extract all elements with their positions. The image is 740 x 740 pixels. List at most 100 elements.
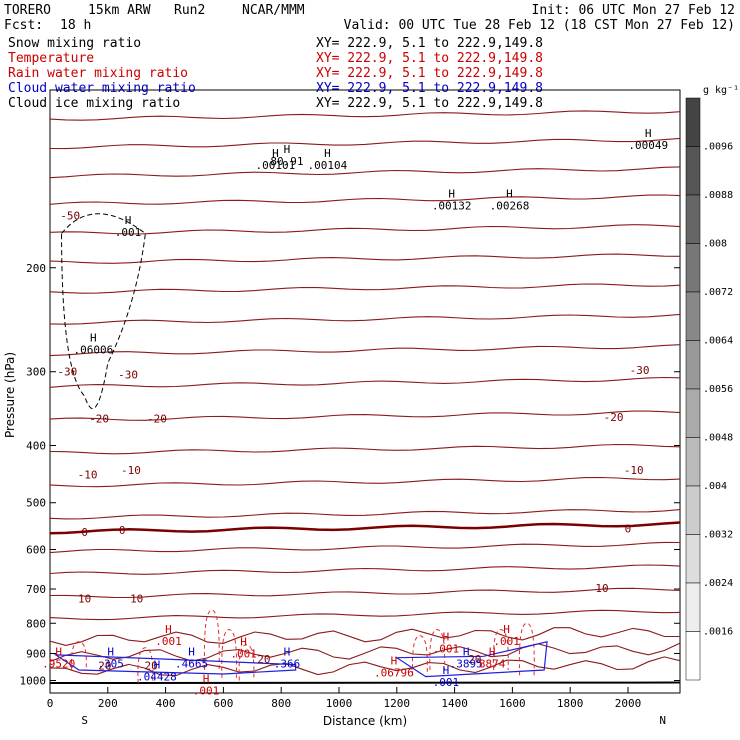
isotherm-line — [49, 376, 681, 388]
isotherm-label: 0 — [625, 523, 632, 536]
colorbar-swatch — [685, 582, 701, 632]
isotherm-line — [49, 194, 681, 205]
center-label: NCAR/MMM — [242, 3, 305, 18]
cloud-water-contour — [53, 641, 548, 678]
x-tick-label: 400 — [156, 697, 176, 710]
grid-label: 15km ARW — [88, 3, 151, 18]
max-value-label: .00132 — [432, 200, 472, 213]
isotherm-label: 20 — [468, 653, 481, 666]
x-tick-label: 0 — [47, 697, 54, 710]
colorbar-swatch — [685, 388, 701, 438]
isotherm-label: -10 — [78, 469, 98, 482]
colorbar-tick-label: .0064 — [703, 336, 733, 347]
isotherm-line — [49, 253, 681, 264]
legend-xy: XY= 222.9, 5.1 to 222.9,149.8 — [316, 81, 543, 96]
max-marker: H — [272, 147, 279, 160]
fcst-value: 18 h — [60, 18, 91, 33]
rain-contour — [221, 629, 238, 678]
colorbar-tick-label: .0096 — [703, 142, 733, 153]
axes: 0 200 400 600 800 1000 1200 1400 1600 1800 2000200… — [20, 262, 680, 727]
colorbar-swatch — [685, 340, 701, 390]
isotherm-label: -20 — [147, 412, 167, 425]
isotherm-label: 10 — [78, 593, 91, 606]
legend-xy: XY= 222.9, 5.1 to 222.9,149.8 — [316, 51, 543, 66]
x-end-label-south: S — [81, 714, 88, 727]
isotherm-label: -50 — [60, 209, 80, 222]
isotherm-line — [49, 410, 681, 421]
colorbar-tick-label: .0072 — [703, 287, 733, 298]
isotherm-line — [49, 627, 680, 646]
x-tick-label: 1800 — [557, 697, 584, 710]
isotherm-line — [49, 521, 681, 535]
max-value-label: .06796 — [374, 667, 414, 680]
isotherm-label: 10 — [130, 593, 143, 606]
y-axis-title: Pressure (hPa) — [3, 352, 17, 438]
isotherm-label: 20 — [98, 659, 111, 672]
max-value-label: .06006 — [73, 343, 113, 356]
y-tick-label: 500 — [26, 497, 46, 510]
colorbar-swatch — [685, 437, 701, 487]
legend-label: Rain water mixing ratio — [8, 66, 188, 81]
x-tick-label: 600 — [213, 697, 233, 710]
max-marker: H — [154, 659, 161, 672]
rain-contour — [203, 609, 220, 671]
isotherm-line — [49, 344, 681, 357]
legend-label: Cloud water mixing ratio — [8, 81, 196, 96]
legend-xy: XY= 222.9, 5.1 to 222.9,149.8 — [316, 66, 543, 81]
colorbar-tick-label: .0056 — [703, 384, 733, 395]
run-label: Run2 — [174, 3, 205, 18]
max-value-label: .00049 — [628, 139, 668, 152]
y-tick-label: 1000 — [20, 674, 47, 687]
y-tick-label: 800 — [26, 617, 46, 630]
colorbar-unit: g kg⁻¹ — [703, 85, 739, 96]
max-marker: H — [645, 127, 652, 140]
legend-xy: XY= 222.9, 5.1 to 222.9,149.8 — [316, 36, 543, 51]
rain-contour — [518, 622, 535, 676]
max-marker: H — [240, 635, 247, 648]
y-tick-label: 200 — [26, 262, 46, 275]
colorbar-tick-label: .0016 — [703, 627, 733, 638]
max-value-label: .366 — [274, 657, 301, 670]
x-tick-label: 1200 — [384, 697, 411, 710]
colorbar-tick-label: .008 — [703, 239, 727, 250]
max-marker: H — [188, 645, 195, 658]
rain-contour — [492, 629, 509, 671]
max-value-label: .3895 — [450, 657, 483, 670]
colorbar-tick-label: .0048 — [703, 433, 733, 444]
max-marker: H — [489, 645, 496, 658]
max-marker: H — [463, 645, 470, 658]
isotherm-label: -30 — [57, 366, 77, 379]
colorbar-swatch — [685, 146, 701, 196]
colorbar-tick-label: .0032 — [703, 530, 733, 541]
max-value-label: .001 — [493, 635, 520, 648]
y-tick-label: 300 — [26, 366, 46, 379]
isotherm-line — [49, 110, 681, 121]
colorbar-tick-label: .004 — [703, 481, 727, 492]
header: TORERO 15km ARW Run2 NCAR/MMM Init: 06 U… — [4, 3, 735, 111]
rain-contour — [70, 641, 87, 671]
max-value-label: .00104 — [308, 159, 348, 172]
max-marker: H — [203, 673, 210, 686]
max-marker: H — [324, 147, 331, 160]
isotherm-line — [49, 564, 681, 575]
isotherm-label: -10 — [121, 464, 141, 477]
isotherm-line — [49, 283, 681, 294]
max-marker: H — [165, 623, 172, 636]
max-value-label: .001 — [230, 647, 257, 660]
colorbar-swatch — [685, 485, 701, 535]
max-value-label: .00268 — [490, 200, 530, 213]
x-tick-label: 200 — [98, 697, 118, 710]
x-tick-label: 1400 — [441, 697, 468, 710]
max-marker: H — [448, 188, 455, 201]
fcst-label: Fcst: — [4, 18, 43, 33]
isotherm-label: -20 — [89, 412, 109, 425]
max-marker: H — [503, 623, 510, 636]
valid-time: Valid: 00 UTC Tue 28 Feb 12 (18 CST Mon … — [344, 18, 735, 33]
legend-label: Cloud ice mixing ratio — [8, 96, 180, 111]
y-tick-label: 600 — [26, 543, 46, 556]
colorbar: .0096 .0088 .008 .0072 .0064 .0056 .0048 .004 .0… — [685, 97, 733, 681]
max-value-label: .9520 — [42, 657, 75, 670]
y-tick-label: 900 — [26, 647, 46, 660]
x-tick-label: 2000 — [615, 697, 642, 710]
